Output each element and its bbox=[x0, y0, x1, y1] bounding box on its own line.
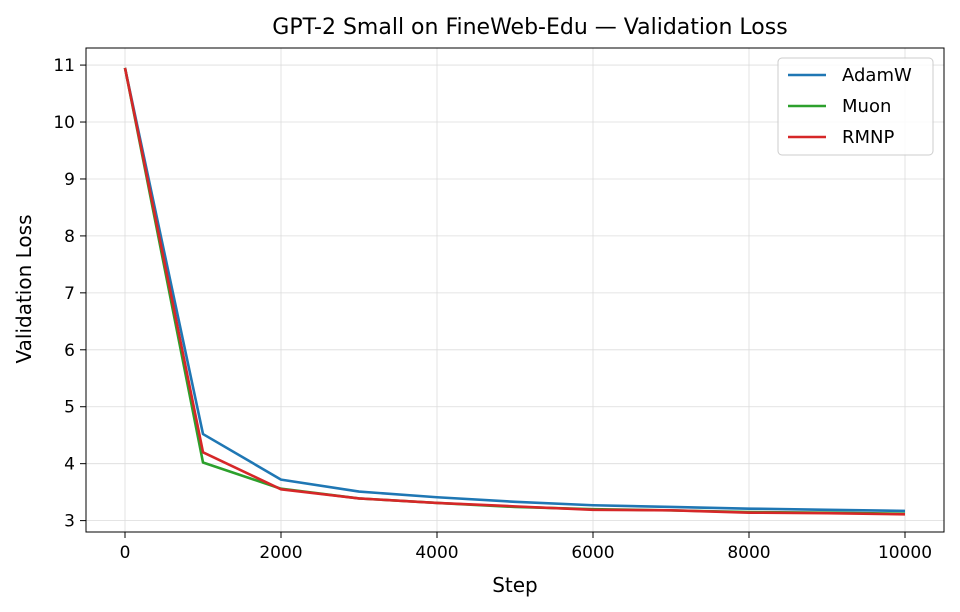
y-tick-label: 5 bbox=[64, 398, 75, 418]
legend-label-rmnp: RMNP bbox=[842, 127, 895, 148]
y-tick-label: 3 bbox=[64, 512, 75, 532]
x-tick-label: 2000 bbox=[259, 543, 302, 563]
y-tick-label: 9 bbox=[64, 170, 75, 190]
legend: AdamW Muon RMNP bbox=[777, 57, 934, 156]
y-tick-label: 8 bbox=[64, 227, 75, 247]
y-axis-label: Validation Loss bbox=[12, 215, 36, 364]
legend-box bbox=[777, 57, 934, 156]
x-tick-label: 8000 bbox=[727, 543, 770, 563]
chart-title: GPT-2 Small on FineWeb-Edu — Validation … bbox=[272, 15, 787, 40]
y-axis-ticks: 3 4 5 6 7 8 9 10 11 bbox=[53, 56, 86, 532]
x-tick-label: 6000 bbox=[571, 543, 614, 563]
legend-label-muon: Muon bbox=[842, 96, 891, 117]
y-tick-label: 7 bbox=[64, 284, 75, 304]
series-line-adamw bbox=[123, 67, 906, 513]
plot-frame bbox=[85, 47, 945, 533]
series-line-rmnp bbox=[123, 67, 906, 516]
x-tick-label: 0 bbox=[120, 543, 131, 563]
y-tick-label: 6 bbox=[64, 341, 75, 361]
x-axis-label: Step bbox=[492, 573, 538, 597]
x-axis-ticks: 0 2000 4000 6000 8000 10000 bbox=[120, 532, 932, 563]
y-tick-label: 11 bbox=[53, 56, 75, 76]
x-tick-label: 10000 bbox=[878, 543, 932, 563]
series-lines bbox=[123, 67, 906, 516]
legend-label-adamw: AdamW bbox=[842, 65, 912, 86]
y-tick-label: 4 bbox=[64, 455, 75, 475]
y-tick-label: 10 bbox=[53, 113, 75, 133]
x-tick-label: 4000 bbox=[415, 543, 458, 563]
